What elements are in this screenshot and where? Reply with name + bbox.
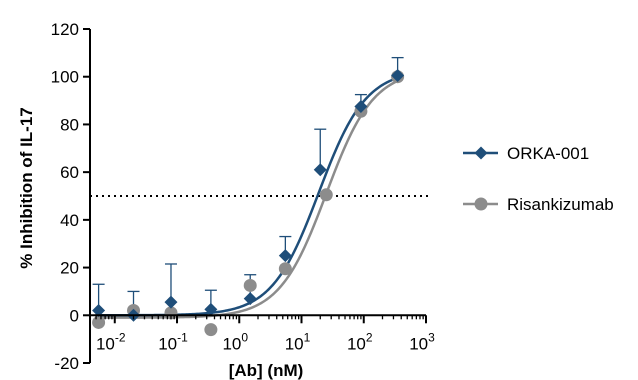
legend-label-risankizumab: Risankizumab [507, 195, 614, 214]
error-bars [92, 56, 404, 316]
point-circle [92, 315, 106, 329]
x-tick-label: 100 [222, 330, 248, 353]
legend-marker-orka-001 [474, 146, 488, 160]
y-tick-label: 60 [60, 163, 79, 182]
point-diamond [354, 100, 368, 114]
point-diamond [92, 304, 106, 318]
x-tick-label: 10-2 [96, 330, 126, 353]
x-axis-title: [Ab] (nM) [229, 361, 304, 380]
fit-curve-risankizumab [95, 79, 400, 319]
legend: ORKA-001 Risankizumab [463, 144, 614, 214]
point-circle [319, 188, 333, 202]
point-diamond [313, 163, 327, 177]
x-tick-label: 101 [285, 330, 311, 353]
y-axis-title: % Inhibition of IL-17 [17, 107, 36, 268]
data-points [92, 69, 405, 337]
y-tick-label: 120 [51, 20, 79, 39]
point-circle [243, 278, 257, 292]
point-circle [204, 323, 218, 337]
point-circle [278, 262, 292, 276]
y-tick-label: 80 [60, 115, 79, 134]
y-tick-label: 20 [60, 259, 79, 278]
legend-marker-risankizumab [474, 197, 488, 211]
x-tick-label: 103 [409, 330, 435, 353]
point-diamond [164, 295, 178, 309]
point-diamond [391, 69, 405, 83]
y-tick-label: 40 [60, 211, 79, 230]
x-tick-label: 10-1 [158, 330, 188, 353]
y-tick-label: -20 [54, 354, 79, 373]
point-diamond [204, 302, 218, 316]
point-diamond [278, 249, 292, 263]
y-tick-label: 100 [51, 68, 79, 87]
y-ticks: -20 0 20 40 60 80 100 120 [51, 20, 90, 373]
legend-label-orka-001: ORKA-001 [507, 144, 589, 163]
x-tick-label: 102 [347, 330, 373, 353]
x-ticks: 10-2 10-1 100 101 102 103 [89, 315, 435, 353]
y-tick-label: 0 [70, 306, 79, 325]
point-diamond [243, 292, 257, 306]
